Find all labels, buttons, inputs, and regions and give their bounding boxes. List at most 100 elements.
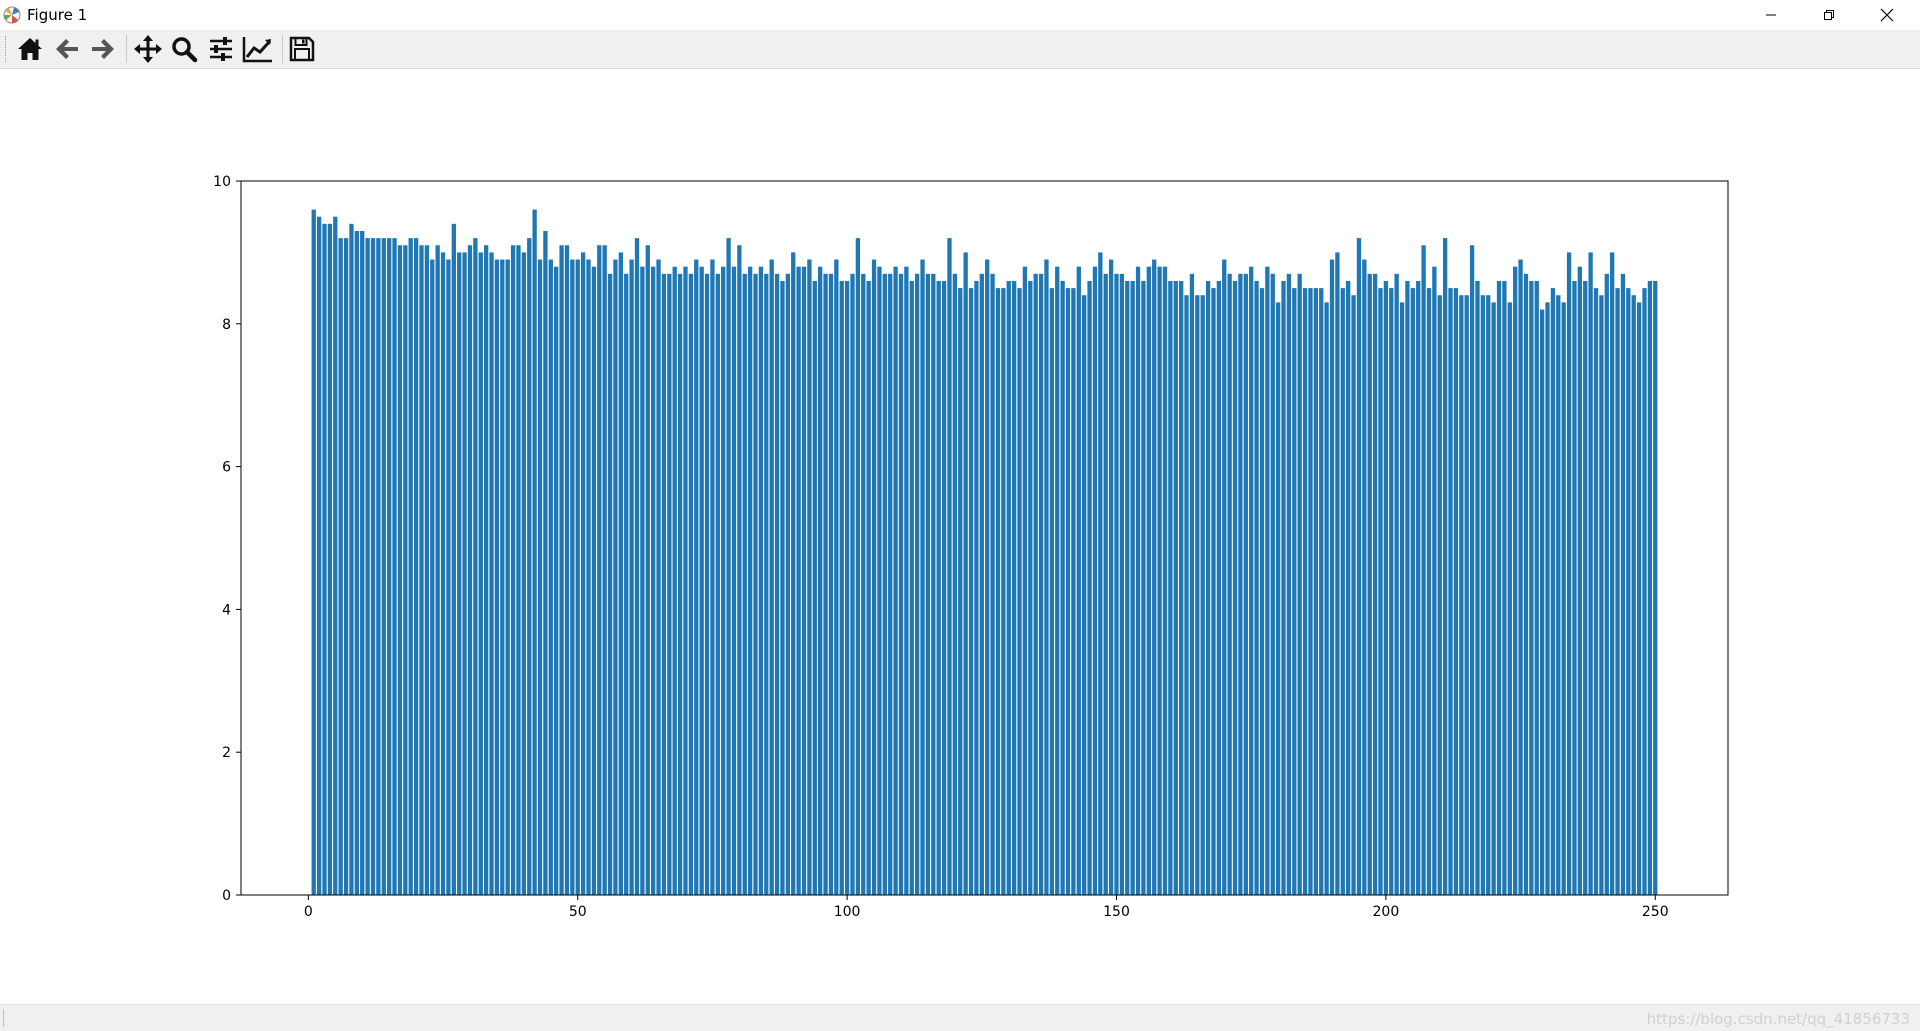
save-button[interactable] (286, 33, 318, 65)
bar (419, 245, 424, 895)
bar (1351, 295, 1356, 895)
bar (1545, 302, 1550, 895)
bar (1626, 288, 1631, 896)
bar (1292, 288, 1297, 896)
bar (747, 266, 753, 895)
bar (1604, 273, 1609, 895)
bar (1539, 309, 1545, 895)
bar (651, 266, 656, 895)
bar (500, 259, 505, 895)
bar (1610, 252, 1615, 895)
bar (1141, 280, 1146, 895)
bar (904, 266, 909, 895)
bar (424, 245, 430, 895)
bar (1108, 259, 1114, 895)
bar (1642, 288, 1647, 896)
bar (1615, 288, 1620, 896)
bar (683, 266, 688, 895)
bar (1319, 288, 1324, 896)
bar (1130, 280, 1135, 895)
toolbar-grip (5, 36, 8, 62)
y-tick-label: 6 (222, 460, 231, 476)
bar (1313, 288, 1318, 896)
bar (1254, 280, 1259, 895)
bar (575, 259, 580, 895)
bar (1065, 288, 1071, 896)
bar (1103, 273, 1108, 895)
forward-button[interactable] (87, 33, 119, 65)
figure-canvas[interactable]: 0 50 100 150 200 250 0 2 4 6 8 10 (0, 69, 1920, 1004)
bar (467, 245, 473, 895)
close-button[interactable] (1858, 0, 1916, 30)
zoom-button[interactable] (168, 33, 200, 65)
bar (1378, 288, 1383, 896)
move-arrows-icon (134, 35, 162, 63)
bar (354, 230, 359, 896)
x-tick-label: 100 (834, 904, 861, 920)
bar (478, 252, 483, 895)
bar (333, 216, 338, 895)
bar (607, 273, 613, 895)
bar (1566, 252, 1572, 895)
axes-frame (240, 180, 1729, 896)
bar (882, 273, 887, 895)
minimize-button[interactable] (1742, 0, 1800, 30)
bar (1087, 280, 1092, 895)
bar (1286, 273, 1292, 895)
bar (1168, 280, 1173, 895)
bar (1459, 295, 1464, 895)
bar (413, 238, 419, 895)
bar (580, 252, 586, 895)
bar (1599, 295, 1604, 895)
bar (532, 209, 537, 895)
bar (915, 273, 920, 895)
line-chart-icon (242, 37, 272, 63)
bar (661, 273, 667, 895)
bar (1475, 280, 1480, 895)
bar (1410, 288, 1415, 896)
bar (1011, 280, 1017, 895)
bar (597, 245, 602, 895)
bar (586, 259, 591, 895)
bar (1480, 295, 1486, 895)
bar (1049, 288, 1054, 896)
bar (758, 266, 764, 895)
bar (688, 273, 694, 895)
edit-axes-button[interactable] (242, 33, 274, 65)
x-tick-label: 50 (569, 904, 587, 920)
bar (548, 259, 553, 895)
bar (807, 259, 812, 895)
bar (1222, 259, 1227, 895)
home-button[interactable] (14, 33, 46, 65)
bar (888, 273, 893, 895)
bar (1534, 280, 1539, 895)
bar (527, 238, 532, 895)
bar (1453, 288, 1459, 896)
bar (801, 266, 807, 895)
bar (704, 273, 710, 895)
bar (931, 273, 936, 895)
bar (925, 273, 931, 895)
pan-button[interactable] (132, 33, 164, 65)
bar (1071, 288, 1076, 896)
bar (1146, 266, 1151, 895)
bar (451, 223, 456, 896)
bar (796, 266, 801, 895)
bar (1022, 266, 1028, 895)
toolbar-separator (282, 35, 283, 63)
bar (898, 273, 904, 895)
bar (1631, 295, 1636, 895)
x-tick-label: 150 (1103, 904, 1130, 920)
bar (1556, 295, 1561, 895)
bar (1372, 273, 1378, 895)
bar (667, 273, 672, 895)
back-button[interactable] (51, 33, 83, 65)
y-tick-label: 2 (222, 745, 231, 761)
restore-button[interactable] (1800, 0, 1858, 30)
bar (1389, 288, 1394, 896)
floppy-disk-icon (289, 36, 315, 62)
bar (1496, 280, 1502, 895)
configure-subplots-button[interactable] (205, 33, 237, 65)
bar (338, 238, 343, 895)
bar (855, 238, 861, 895)
